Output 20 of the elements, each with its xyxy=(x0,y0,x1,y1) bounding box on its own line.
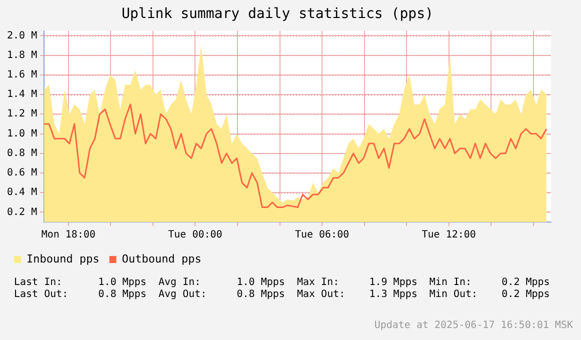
y-tick-label: 2.0 M xyxy=(6,30,38,42)
y-tick-label: 1.8 M xyxy=(6,50,38,61)
x-tick-label: Tue 06:00 xyxy=(294,230,350,241)
text: Last Out: 0.8 Mpps Avg Out: 0.8 Mpps Max Out: 1.3 Mpps Min Out: 0.2 Mpps xyxy=(14,289,550,300)
legend-label: Inbound pps xyxy=(26,252,100,266)
x-tick-label: Tue 00:00 xyxy=(168,230,222,241)
y-tick-label: 0.6 M xyxy=(6,168,38,179)
x-tick-label: Tue 12:00 xyxy=(422,230,476,241)
y-tick-label: 0.2 M xyxy=(6,206,38,218)
y-tick-label: 1.6 M xyxy=(6,70,38,81)
y-tick-label: 0.4 M xyxy=(6,187,38,198)
legend-label: Outbound pps xyxy=(122,252,202,266)
text: Update at 2025-06-17 16:50:01 MSK xyxy=(374,320,573,331)
y-tick-label: 1.4 M xyxy=(6,89,38,100)
y-tick-label: 0.8 M xyxy=(6,148,38,159)
y-tick-label: 1.2 M xyxy=(6,108,38,120)
chart-title: Uplink summary daily statistics (pps) xyxy=(122,6,434,22)
x-tick-label: Mon 18:00 xyxy=(41,230,96,241)
text: Last In: 1.0 Mpps Avg In: 1.0 Mpps Max In: 1.9 Mpps Min In: 0.2 Mpps xyxy=(14,277,550,288)
y-tick-label: 1.0 M xyxy=(6,128,38,140)
